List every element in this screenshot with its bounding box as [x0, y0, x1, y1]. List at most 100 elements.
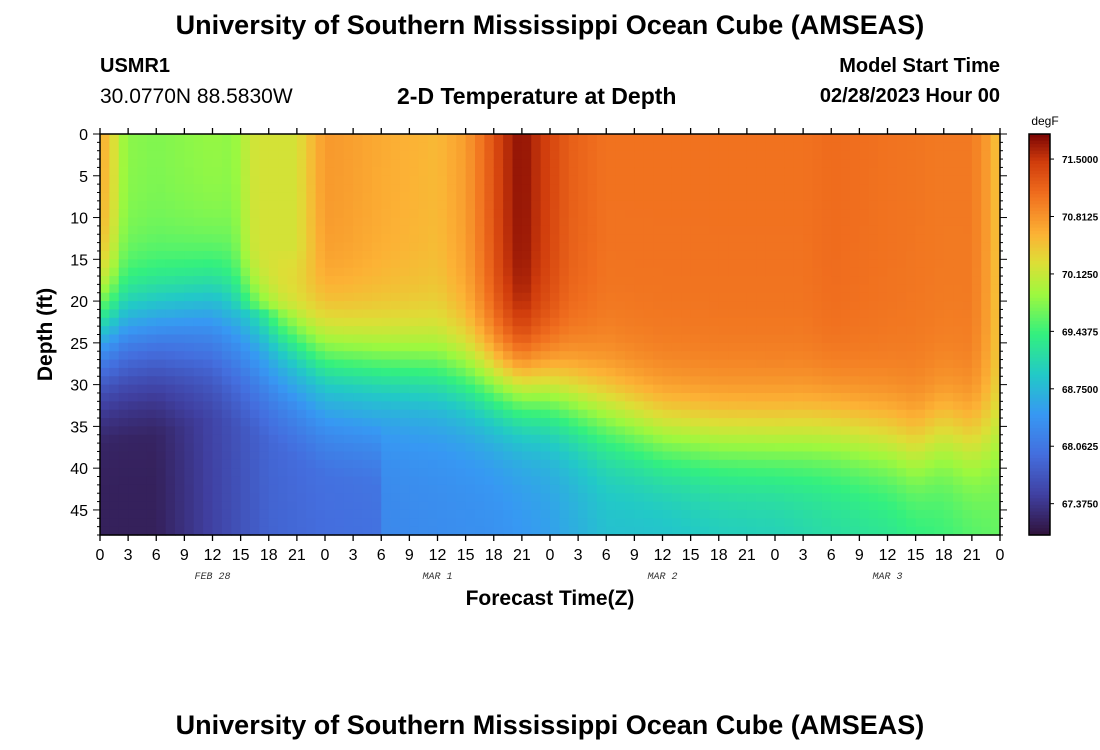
x-axis-label: Forecast Time(Z)	[466, 587, 635, 610]
heatmap-cell	[362, 159, 373, 169]
heatmap-cell	[821, 392, 832, 402]
heatmap-cell	[456, 493, 467, 503]
heatmap-cell	[353, 326, 364, 336]
heatmap-cell	[615, 459, 626, 469]
heatmap-cell	[896, 167, 907, 177]
heatmap-cell	[521, 351, 532, 361]
heatmap-cell	[934, 301, 945, 311]
heatmap-cell	[859, 167, 870, 177]
heatmap-cell	[737, 159, 748, 169]
heatmap-cell	[953, 242, 964, 252]
heatmap-cell	[306, 493, 317, 503]
colorbar-swatch	[1029, 197, 1050, 202]
heatmap-cell	[221, 200, 232, 210]
heatmap-cell	[906, 192, 917, 202]
heatmap-cell	[737, 426, 748, 436]
heatmap-cell	[681, 426, 692, 436]
heatmap-cell	[578, 242, 589, 252]
heatmap-cell	[990, 142, 1001, 152]
heatmap-cell	[521, 509, 532, 519]
heatmap-cell	[353, 443, 364, 453]
heatmap-cell	[793, 134, 804, 143]
heatmap-cell	[850, 409, 860, 419]
heatmap-cell	[943, 284, 954, 294]
heatmap-cell	[484, 309, 495, 319]
heatmap-cell	[146, 459, 157, 469]
heatmap-cell	[756, 192, 767, 202]
heatmap-cell	[878, 301, 889, 311]
heatmap-cell	[146, 476, 157, 486]
heatmap-cell	[503, 301, 514, 311]
heatmap-cell	[934, 234, 945, 244]
heatmap-cell	[193, 367, 204, 377]
heatmap-cell	[737, 476, 748, 486]
heatmap-cell	[259, 242, 270, 252]
heatmap-cell	[109, 426, 120, 436]
heatmap-cell	[868, 159, 879, 169]
heatmap-cell	[540, 384, 551, 394]
heatmap-cell	[390, 142, 401, 152]
heatmap-cell	[925, 192, 935, 202]
heatmap-cell	[465, 359, 476, 369]
heatmap-cell	[493, 192, 504, 202]
heatmap-cell	[353, 509, 364, 519]
heatmap-cell	[343, 150, 354, 160]
heatmap-cell	[296, 250, 307, 260]
heatmap-cell	[146, 359, 157, 369]
heatmap-cell	[296, 443, 307, 453]
heatmap-cell	[446, 334, 457, 344]
heatmap-cell	[231, 418, 242, 427]
heatmap-cell	[971, 376, 982, 386]
heatmap-cell	[793, 501, 804, 511]
heatmap-cell	[728, 276, 739, 285]
heatmap-cell	[737, 334, 748, 344]
heatmap-cell	[831, 134, 842, 143]
heatmap-cell	[718, 317, 729, 327]
heatmap-cell	[550, 142, 560, 152]
heatmap-cell	[296, 134, 307, 143]
heatmap-cell	[756, 259, 767, 269]
heatmap-cell	[446, 250, 457, 260]
heatmap-cell	[165, 175, 176, 185]
heatmap-cell	[550, 493, 560, 503]
heatmap-cell	[934, 418, 945, 427]
y-tick-label: 15	[70, 252, 88, 269]
heatmap-cell	[831, 484, 842, 494]
heatmap-cell	[887, 409, 898, 419]
heatmap-cell	[887, 150, 898, 160]
heatmap-cell	[559, 276, 570, 285]
heatmap-cell	[934, 351, 945, 361]
heatmap-cell	[587, 250, 598, 260]
heatmap-cell	[803, 242, 814, 252]
heatmap-cell	[868, 134, 879, 143]
heatmap-cell	[662, 418, 673, 427]
heatmap-cell	[353, 192, 364, 202]
heatmap-cell	[100, 334, 110, 344]
heatmap-cell	[456, 434, 467, 444]
heatmap-cell	[896, 250, 907, 260]
heatmap-cell	[390, 267, 401, 277]
heatmap-cell	[109, 175, 120, 185]
heatmap-cell	[559, 175, 570, 185]
heatmap-cell	[287, 200, 298, 210]
heatmap-cell	[934, 334, 945, 344]
heatmap-cell	[587, 384, 598, 394]
heatmap-cell	[465, 509, 476, 519]
heatmap-cell	[437, 175, 448, 185]
heatmap-cell	[540, 267, 551, 277]
heatmap-cell	[990, 175, 1001, 185]
heatmap-cell	[784, 276, 795, 285]
heatmap-cell	[465, 175, 476, 185]
heatmap-cell	[362, 351, 373, 361]
heatmap-cell	[306, 509, 317, 519]
heatmap-cell	[803, 209, 814, 219]
heatmap-cell	[156, 342, 167, 352]
heatmap-cell	[128, 209, 139, 219]
heatmap-cell	[775, 175, 785, 185]
heatmap-cell	[709, 526, 720, 536]
heatmap-cell	[259, 476, 270, 486]
heatmap-cell	[868, 225, 879, 235]
heatmap-cell	[878, 443, 889, 453]
heatmap-cell	[690, 217, 701, 227]
heatmap-cell	[859, 284, 870, 294]
